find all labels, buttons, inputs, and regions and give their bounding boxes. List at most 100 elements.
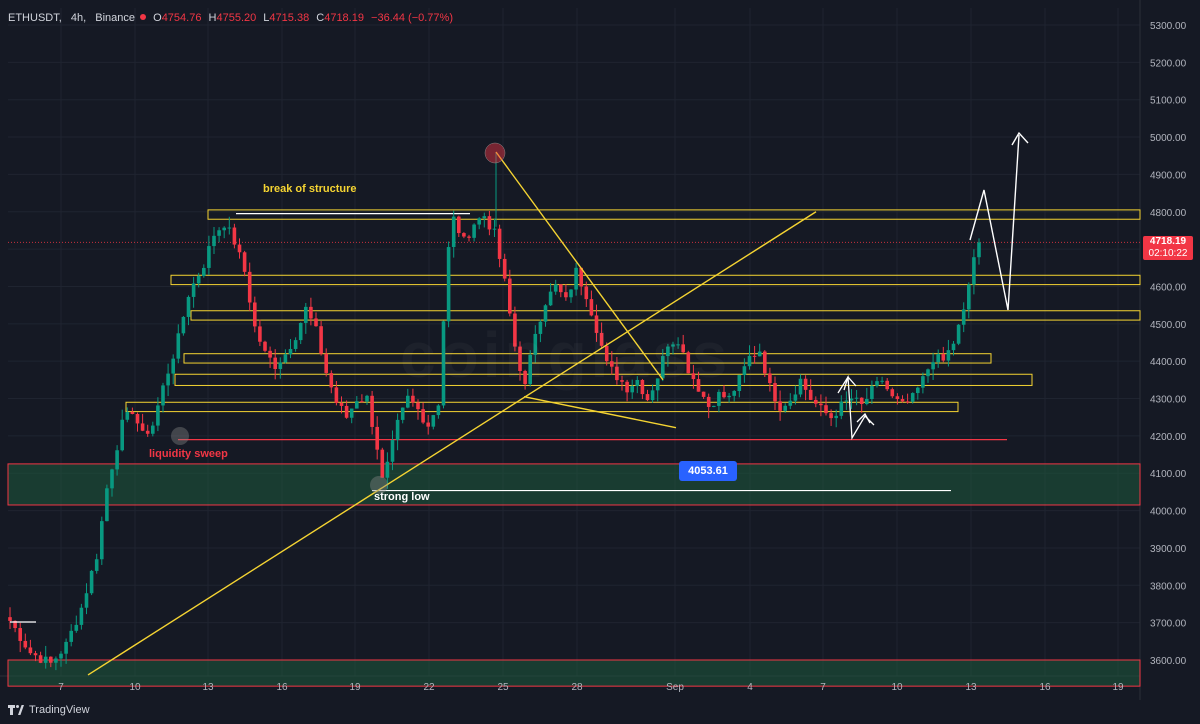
- candle-body: [778, 401, 782, 411]
- time-axis-tick: 13: [202, 682, 214, 693]
- symbol-header: ETHUSDT, 4h, Binance O4754.76 H4755.20 L…: [8, 12, 453, 24]
- candle-body: [972, 257, 976, 285]
- candle-body: [462, 233, 466, 237]
- candle-body: [375, 426, 379, 450]
- time-axis-tick: Sep: [666, 682, 684, 693]
- price-axis-tick: 3800.00: [1150, 581, 1187, 592]
- candle-body: [298, 322, 303, 341]
- interval-label[interactable]: 4h: [70, 12, 84, 24]
- candle-body: [349, 408, 354, 418]
- candle-body: [666, 346, 670, 357]
- candle-body: [604, 345, 609, 362]
- candle-body: [426, 422, 430, 427]
- candle-body: [105, 488, 109, 522]
- candle-body: [569, 289, 573, 298]
- candle-body: [278, 362, 283, 369]
- candle-body: [686, 352, 691, 374]
- high-value: 4755.20: [216, 12, 257, 24]
- candle-body: [895, 396, 900, 400]
- candle-body: [696, 379, 701, 392]
- candle-body: [865, 398, 869, 405]
- time-axis-tick: 10: [129, 682, 141, 693]
- annotation-strong-low[interactable]: strong low: [374, 491, 430, 503]
- sweep-marker: [171, 427, 189, 445]
- candle-body: [125, 411, 130, 420]
- candle-body: [94, 559, 99, 571]
- candle-body: [421, 409, 425, 423]
- candle-body: [100, 521, 104, 560]
- candle-body: [477, 218, 481, 225]
- candle-body: [253, 302, 257, 327]
- candle-body: [625, 381, 629, 393]
- candle-body: [49, 656, 53, 663]
- candle-body: [773, 383, 777, 402]
- open-value: 4754.76: [161, 12, 202, 24]
- candle-body: [803, 378, 808, 390]
- candle-body: [28, 647, 33, 654]
- candle-body: [967, 284, 971, 310]
- candle-body: [232, 227, 237, 245]
- annotation-liquidity-sweep[interactable]: liquidity sweep: [149, 448, 228, 460]
- candle-body: [834, 415, 838, 419]
- symbol-name[interactable]: ETHUSDT: [8, 12, 59, 24]
- candle-body: [467, 236, 471, 238]
- candle-body: [457, 216, 461, 234]
- candle-body: [472, 224, 476, 238]
- resistance-zone: [125, 401, 959, 413]
- time-axis-tick: 16: [1039, 682, 1051, 693]
- candle-body: [258, 326, 262, 342]
- candle-body: [819, 403, 823, 406]
- open-label: O: [153, 12, 162, 24]
- candle-body: [89, 570, 94, 594]
- candle-body: [268, 350, 272, 358]
- support-zone: [7, 659, 1141, 687]
- candle-body: [247, 271, 252, 303]
- candle-body: [145, 430, 150, 434]
- candle-body: [691, 373, 696, 380]
- candle-body: [115, 450, 119, 470]
- candle-body: [227, 227, 232, 229]
- time-axis-tick: 13: [965, 682, 977, 693]
- candle-body: [79, 607, 84, 625]
- candle-body: [395, 419, 400, 440]
- candle-body: [431, 415, 436, 427]
- candle-body: [416, 402, 420, 410]
- candle-body: [589, 299, 594, 316]
- trendline: [523, 395, 677, 429]
- low-value: 4715.38: [269, 12, 310, 24]
- candle-body: [946, 350, 951, 361]
- candle-body: [763, 351, 767, 374]
- price-callout[interactable]: 4053.61: [679, 461, 737, 481]
- candle-body: [808, 389, 813, 400]
- candle-body: [538, 321, 543, 334]
- candle-body: [217, 230, 221, 236]
- time-axis-tick: 28: [571, 682, 583, 693]
- candle-body: [151, 425, 155, 434]
- candle-body: [502, 258, 507, 279]
- candle-body: [717, 391, 721, 406]
- last-price-tag: 4718.19 02:10:22: [1143, 236, 1193, 260]
- candle-body: [324, 353, 328, 374]
- watermark: coinglass: [400, 318, 731, 392]
- annotation-break-of-structure[interactable]: break of structure: [263, 183, 357, 195]
- candle-body: [202, 267, 206, 276]
- candle-body: [314, 318, 318, 327]
- tradingview-logo-icon: [8, 705, 24, 715]
- candle-body: [880, 380, 884, 382]
- candle-body: [706, 396, 711, 407]
- candle-body: [885, 380, 889, 390]
- candle-body: [916, 387, 920, 394]
- last-price-value: 4718.19: [1149, 236, 1187, 247]
- tradingview-logo[interactable]: TradingView: [8, 704, 90, 716]
- candle-body: [370, 395, 374, 427]
- candle-body: [400, 407, 405, 420]
- candle-body: [768, 373, 772, 384]
- candle-body: [875, 381, 879, 386]
- candle-body: [584, 286, 589, 300]
- candle-body: [610, 361, 614, 367]
- candle-body: [599, 332, 604, 346]
- price-axis-tick: 4800.00: [1150, 208, 1187, 219]
- candle-body: [186, 296, 191, 317]
